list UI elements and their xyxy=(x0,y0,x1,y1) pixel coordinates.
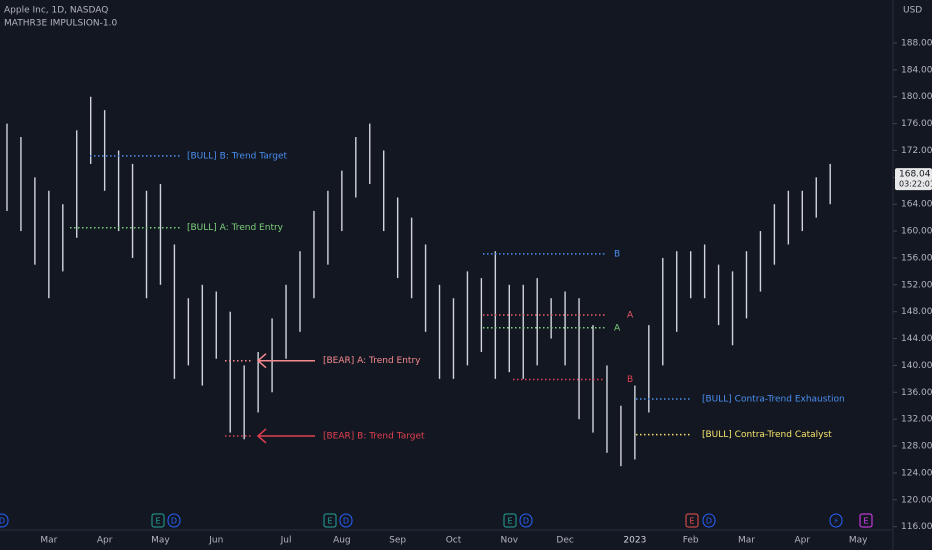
x-tick-label: Mar xyxy=(40,536,57,546)
y-tick-label: 172.00 xyxy=(901,146,932,156)
event-marker xyxy=(702,513,716,528)
level-label: A xyxy=(614,323,621,333)
arrow-head xyxy=(256,428,267,444)
event-marker-label: D xyxy=(523,517,529,526)
level-label: B xyxy=(627,375,633,385)
event-marker-label: E xyxy=(327,517,332,526)
level-label: B xyxy=(614,249,620,259)
event-marker xyxy=(503,513,517,528)
x-tick-label: May xyxy=(151,536,170,546)
indicator-name: MATHR3E IMPULSION-1.0 xyxy=(4,19,117,29)
y-tick-label: 140.00 xyxy=(901,361,932,371)
currency: USD xyxy=(903,6,922,16)
y-tick-label: 152.00 xyxy=(901,280,932,290)
y-tick-label: 164.00 xyxy=(901,200,932,210)
event-marker-label: E xyxy=(507,517,512,526)
x-tick-label: Aug xyxy=(333,536,351,546)
y-tick-label: 184.00 xyxy=(901,65,932,75)
y-tick-label: 144.00 xyxy=(901,334,932,344)
event-marker xyxy=(0,513,9,528)
event-marker xyxy=(151,513,165,528)
x-tick-label: Feb xyxy=(683,536,699,546)
x-tick-label: Jun xyxy=(208,536,223,546)
event-marker-label: E xyxy=(155,517,160,526)
event-marker xyxy=(859,513,873,528)
countdown: 03:22:01 xyxy=(899,180,932,189)
level-label: [BULL] A: Trend Entry xyxy=(187,223,284,233)
x-tick-label: Mar xyxy=(738,536,755,546)
x-tick-label: Dec xyxy=(556,536,573,546)
event-marker xyxy=(685,513,699,528)
event-marker-label: E xyxy=(863,517,868,526)
event-marker xyxy=(167,513,181,528)
event-marker xyxy=(829,513,843,528)
y-tick-label: 160.00 xyxy=(901,227,932,237)
last-price-tag xyxy=(895,168,932,191)
y-tick-label: 124.00 xyxy=(901,468,932,478)
event-marker xyxy=(519,513,533,528)
event-marker xyxy=(323,513,337,528)
x-tick-label: May xyxy=(849,536,868,546)
chart-title: Apple Inc, 1D, NASDAQ xyxy=(4,6,108,16)
event-marker-label: D xyxy=(171,517,177,526)
level-label: [BULL] Contra-Trend Catalyst xyxy=(702,430,832,440)
x-tick-label: Apr xyxy=(97,536,113,546)
y-tick-label: 180.00 xyxy=(901,92,932,102)
y-tick-label: 156.00 xyxy=(901,253,932,263)
y-tick-label: 148.00 xyxy=(901,307,932,317)
level-label: [BEAR] B: Trend Target xyxy=(323,431,425,441)
x-tick-label: Sep xyxy=(389,536,406,546)
event-marker-label: E xyxy=(689,517,694,526)
level-label: [BULL] B: Trend Target xyxy=(187,151,288,161)
event-marker-label: D xyxy=(706,517,712,526)
y-tick-label: 120.00 xyxy=(901,495,932,505)
y-tick-label: 136.00 xyxy=(901,388,932,398)
event-marker-label: ⚡ xyxy=(833,517,839,526)
last-price: 168.04 xyxy=(899,170,931,180)
y-tick-label: 132.00 xyxy=(901,415,932,425)
level-label: [BULL] Contra-Trend Exhaustion xyxy=(702,395,845,405)
x-tick-label: Apr xyxy=(795,536,811,546)
level-label: [BEAR] A: Trend Entry xyxy=(323,356,421,366)
level-label: A xyxy=(627,311,634,321)
event-marker xyxy=(339,513,353,528)
x-tick-label: Nov xyxy=(501,536,519,546)
arrow-head xyxy=(256,353,267,369)
y-tick-label: 176.00 xyxy=(901,119,932,129)
x-tick-label: Jul xyxy=(280,536,292,546)
y-tick-label: 116.00 xyxy=(901,522,932,532)
x-tick-label: 2023 xyxy=(623,536,646,546)
x-tick-label: Oct xyxy=(446,536,462,546)
y-tick-label: 128.00 xyxy=(901,442,932,452)
y-tick-label: 188.00 xyxy=(901,38,932,48)
event-marker-label: D xyxy=(0,517,5,526)
event-marker-label: D xyxy=(343,517,349,526)
